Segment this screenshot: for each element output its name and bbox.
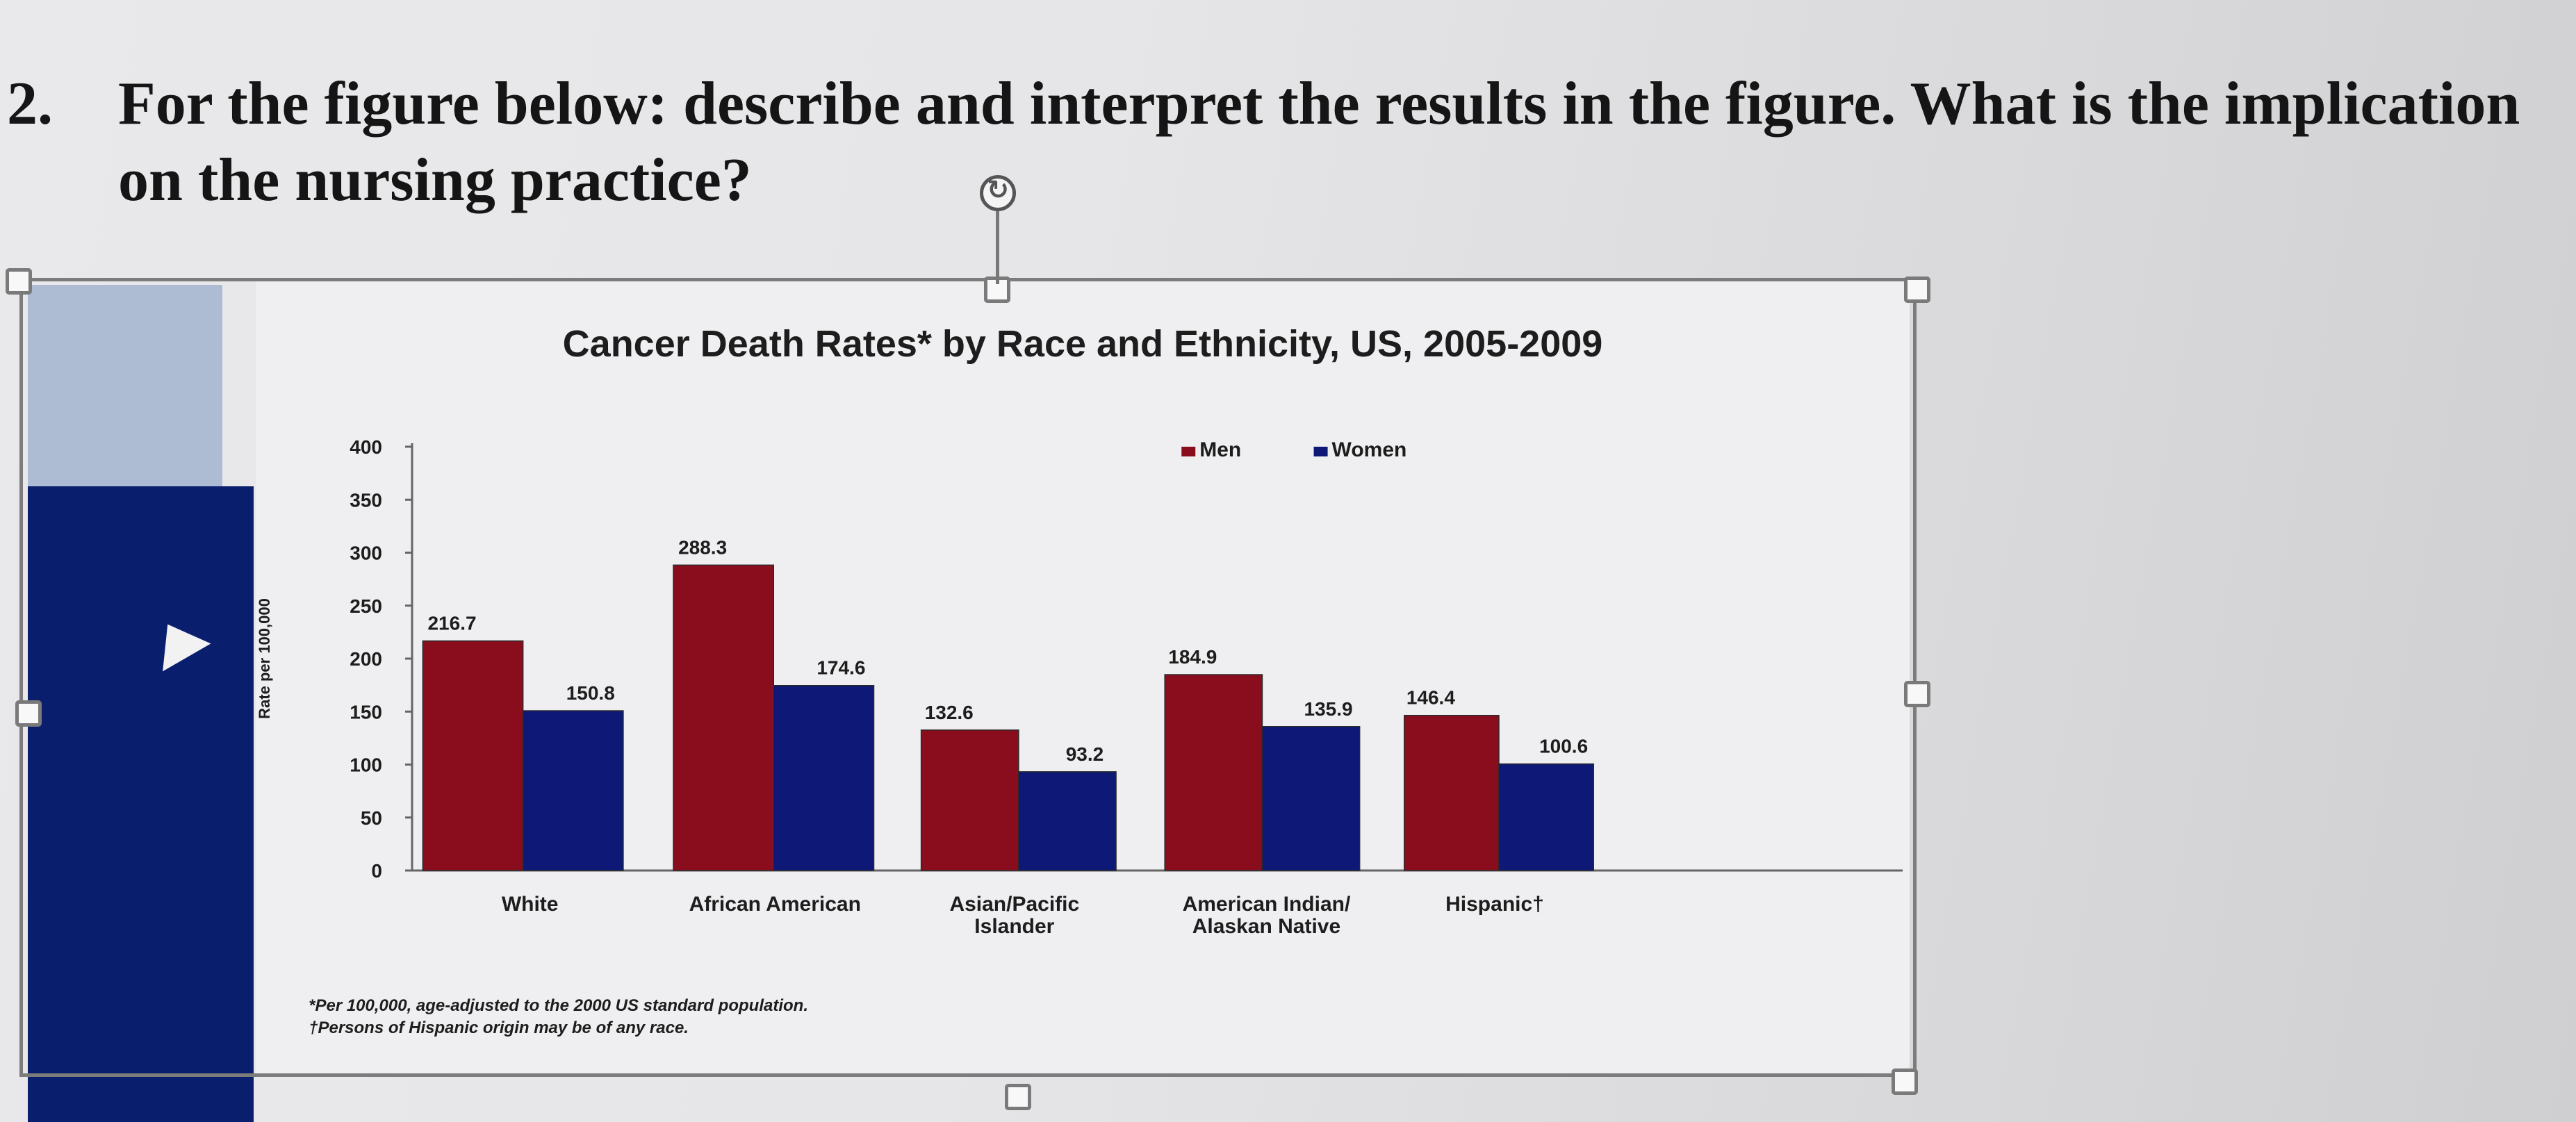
rotate-handle-icon[interactable]: ↻ <box>980 175 1016 211</box>
resize-handle-bottom-middle[interactable] <box>1005 1084 1031 1110</box>
resize-handle-middle-left[interactable] <box>15 700 42 727</box>
resize-handle-top-left[interactable] <box>6 268 32 295</box>
question-line-1: For the figure below: describe and inter… <box>118 66 2520 142</box>
image-selection-frame[interactable] <box>19 278 1917 1077</box>
rotate-glyph: ↻ <box>983 174 1012 205</box>
resize-handle-bottom-right[interactable] <box>1892 1069 1918 1095</box>
resize-handle-middle-right[interactable] <box>1904 681 1930 707</box>
rotate-handle-stem <box>996 211 999 284</box>
question-line-2: on the nursing practice? <box>118 142 752 219</box>
resize-handle-top-right[interactable] <box>1904 277 1930 303</box>
question-number: 2. <box>7 66 53 142</box>
